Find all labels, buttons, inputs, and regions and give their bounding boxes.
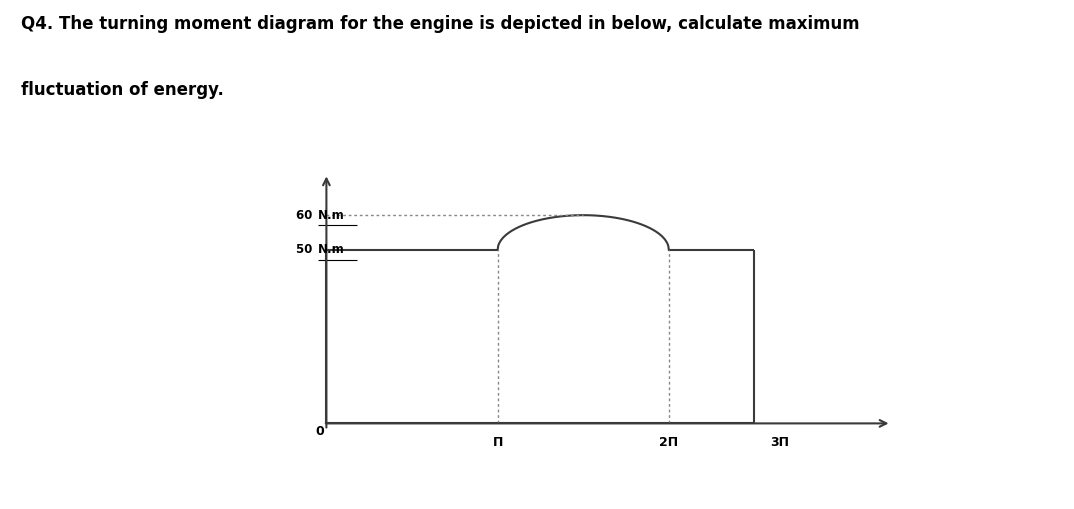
Text: Q4. The turning moment diagram for the engine is depicted in below, calculate ma: Q4. The turning moment diagram for the e… xyxy=(21,15,860,33)
Text: 50: 50 xyxy=(295,243,316,257)
Text: 2Π: 2Π xyxy=(659,436,679,448)
Text: N.m: N.m xyxy=(318,209,345,221)
Text: N.m: N.m xyxy=(318,243,345,257)
Text: fluctuation of energy.: fluctuation of energy. xyxy=(21,81,224,99)
Text: Π: Π xyxy=(493,436,503,448)
Text: 0: 0 xyxy=(315,425,324,438)
Text: 60: 60 xyxy=(295,209,316,221)
Text: 3Π: 3Π xyxy=(771,436,789,448)
